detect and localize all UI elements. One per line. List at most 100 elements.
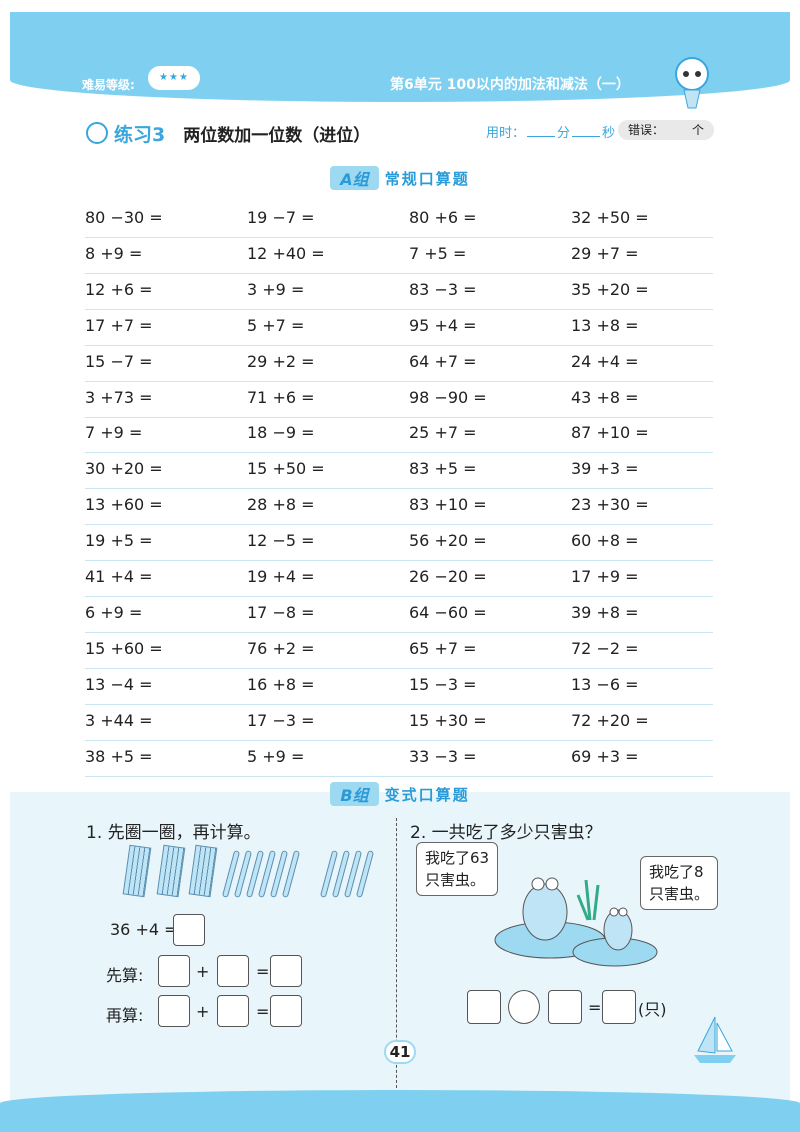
- arithmetic-problem: 83 +5 =: [409, 459, 477, 479]
- arithmetic-problem: 7 +5 =: [409, 243, 467, 263]
- footer-wave: [0, 1090, 800, 1132]
- arithmetic-problem: 64 −60 =: [409, 602, 487, 622]
- arithmetic-problem: 15 +30 =: [409, 710, 487, 730]
- arithmetic-problem: 19 +5 =: [85, 531, 153, 551]
- group-a-title: 常规口算题: [384, 169, 470, 188]
- exercise-number: 练习3: [114, 123, 166, 146]
- answer-box[interactable]: [270, 995, 302, 1027]
- arithmetic-problem: 7 +9 =: [85, 423, 143, 443]
- arithmetic-problem: 69 +3 =: [571, 746, 639, 766]
- arithmetic-problem: 95 +4 =: [409, 315, 477, 335]
- arithmetic-problem: 29 +2 =: [247, 351, 315, 371]
- equals-sign: =: [588, 998, 602, 1017]
- exercise-header: 练习3 两位数加一位数（进位）: [86, 120, 370, 146]
- arithmetic-problem: 13 +60 =: [85, 495, 163, 515]
- answer-box[interactable]: [602, 990, 636, 1024]
- problem-row: 41 +4 = 19 +4 = 26 −20 = 17 +9 =: [85, 561, 713, 597]
- q1-prompt: 1. 先圈一圈，再计算。: [86, 823, 261, 843]
- problem-row: 13 −4 = 16 +8 = 15 −3 = 13 −6 =: [85, 669, 713, 705]
- error-label: 错误：: [628, 123, 665, 137]
- arithmetic-problem: 38 +5 =: [85, 746, 153, 766]
- arithmetic-problem: 15 −3 =: [409, 674, 477, 694]
- problem-row: 6 +9 = 17 −8 = 64 −60 = 39 +8 =: [85, 597, 713, 633]
- arithmetic-problem: 13 −4 =: [85, 674, 153, 694]
- first-label: 先算:: [106, 966, 144, 985]
- answer-box[interactable]: [467, 990, 501, 1024]
- bubble-line: 我吃了8: [649, 863, 704, 881]
- arithmetic-problem: 83 −3 =: [409, 279, 477, 299]
- sailboat-icon: [694, 1016, 736, 1063]
- arithmetic-problem: 12 +6 =: [85, 279, 153, 299]
- page-number: 41: [384, 1040, 416, 1064]
- divider: [396, 818, 397, 1088]
- answer-box[interactable]: [173, 914, 205, 946]
- header-band: [10, 12, 790, 102]
- arithmetic-problem: 17 −3 =: [247, 710, 315, 730]
- answer-box[interactable]: [217, 995, 249, 1027]
- problem-row: 12 +6 = 3 +9 = 83 −3 = 35 +20 =: [85, 274, 713, 310]
- bubble-line: 只害虫。: [649, 885, 710, 903]
- mascot-icon: [675, 57, 709, 109]
- error-unit: 个: [691, 123, 704, 137]
- problem-row: 13 +60 = 28 +8 = 83 +10 = 23 +30 =: [85, 489, 713, 526]
- second-blank[interactable]: [572, 136, 601, 137]
- arithmetic-problem: 13 +8 =: [571, 315, 639, 335]
- arithmetic-problem: 6 +9 =: [85, 602, 143, 622]
- answer-box[interactable]: [158, 995, 190, 1027]
- time-label: 用时：: [486, 126, 526, 141]
- arithmetic-problem: 71 +6 =: [247, 387, 315, 407]
- arithmetic-problem: 3 +9 =: [247, 279, 305, 299]
- problem-row: 3 +73 = 71 +6 = 98 −90 = 43 +8 =: [85, 382, 713, 418]
- arithmetic-problem: 41 +4 =: [85, 567, 153, 586]
- arithmetic-problem: 17 +7 =: [85, 315, 153, 335]
- answer-box[interactable]: [548, 990, 582, 1024]
- arithmetic-problem: 26 −20 =: [409, 567, 487, 586]
- answer-box[interactable]: [217, 955, 249, 987]
- arithmetic-problem: 13 −6 =: [571, 674, 639, 694]
- minute-blank[interactable]: [527, 136, 556, 137]
- plus-sign: +: [196, 962, 210, 981]
- group-b-title: 变式口算题: [384, 785, 470, 804]
- arithmetic-problem: 64 +7 =: [409, 351, 477, 371]
- arithmetic-problem: 32 +50 =: [571, 208, 649, 227]
- arithmetic-problem: 43 +8 =: [571, 387, 639, 407]
- arithmetic-problem: 5 +9 =: [247, 746, 305, 766]
- arithmetic-problem: 12 −5 =: [247, 531, 315, 551]
- operator-circle[interactable]: [508, 990, 540, 1024]
- arithmetic-problem: 87 +10 =: [571, 423, 649, 443]
- difficulty-stars: ★★★: [148, 66, 200, 90]
- arithmetic-problem: 98 −90 =: [409, 387, 487, 407]
- problem-row: 38 +5 = 5 +9 = 33 −3 = 69 +3 =: [85, 741, 713, 777]
- arithmetic-problem: 8 +9 =: [85, 243, 143, 263]
- arithmetic-problem: 39 +3 =: [571, 459, 639, 479]
- arithmetic-problem: 80 −30 =: [85, 208, 163, 227]
- alarm-clock-icon: [86, 122, 108, 144]
- second-label: 秒: [602, 126, 616, 141]
- problem-row: 17 +7 = 5 +7 = 95 +4 = 13 +8 =: [85, 310, 713, 346]
- arithmetic-problem: 18 −9 =: [247, 423, 315, 443]
- group-a-heading: A组 常规口算题: [0, 166, 800, 190]
- unit-title: 第6单元 100以内的加法和减法（一）: [390, 77, 630, 93]
- arithmetic-problem: 5 +7 =: [247, 315, 305, 335]
- exercise-topic: 两位数加一位数（进位）: [183, 125, 371, 146]
- group-b-tag: B组: [330, 782, 379, 806]
- arithmetic-problem: 12 +40 =: [247, 243, 325, 263]
- arithmetic-problem: 19 +4 =: [247, 567, 315, 586]
- arithmetic-problem: 72 +20 =: [571, 710, 649, 730]
- time-used: 用时： 分 秒: [486, 122, 615, 141]
- arithmetic-problem: 3 +73 =: [85, 387, 153, 407]
- arithmetic-problem: 60 +8 =: [571, 531, 639, 551]
- problem-row: 7 +9 = 18 −9 = 25 +7 = 87 +10 =: [85, 417, 713, 454]
- arithmetic-problem: 17 −8 =: [247, 602, 315, 622]
- arithmetic-problem: 15 +60 =: [85, 638, 163, 658]
- arithmetic-problem: 16 +8 =: [247, 674, 315, 694]
- equals-sign: =: [256, 1002, 270, 1021]
- minute-label: 分: [557, 126, 571, 141]
- group-a-tag: A组: [330, 166, 379, 190]
- answer-box[interactable]: [158, 955, 190, 987]
- arithmetic-problem: 25 +7 =: [409, 423, 477, 443]
- problem-row: 80 −30 = 19 −7 = 80 +6 = 32 +50 =: [85, 202, 713, 238]
- answer-box[interactable]: [270, 955, 302, 987]
- arithmetic-problem: 83 +10 =: [409, 495, 487, 515]
- problem-row: 19 +5 = 12 −5 = 56 +20 = 60 +8 =: [85, 525, 713, 562]
